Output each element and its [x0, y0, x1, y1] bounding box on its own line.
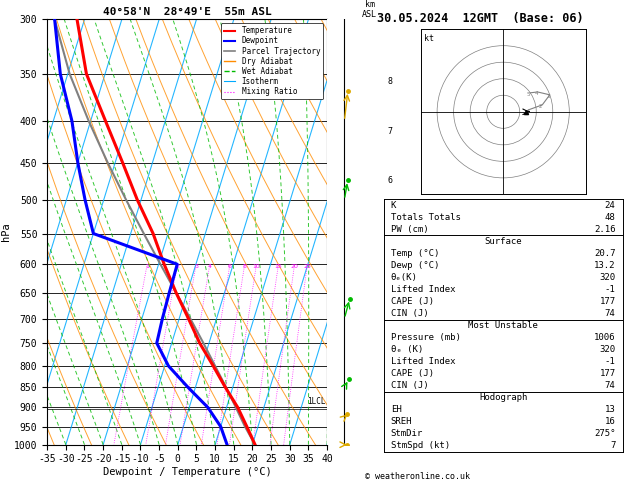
Text: 320: 320 [599, 345, 616, 354]
Text: SREH: SREH [391, 417, 413, 426]
Text: 7: 7 [610, 441, 616, 451]
Text: StmSpd (kt): StmSpd (kt) [391, 441, 450, 451]
Legend: Temperature, Dewpoint, Parcel Trajectory, Dry Adiabat, Wet Adiabat, Isotherm, Mi: Temperature, Dewpoint, Parcel Trajectory… [221, 23, 323, 99]
Text: 6: 6 [228, 264, 232, 269]
Text: 2: 2 [175, 264, 179, 269]
Text: 320: 320 [599, 273, 616, 282]
Text: 275°: 275° [594, 430, 616, 438]
Text: 5: 5 [527, 92, 530, 97]
Text: K: K [391, 201, 396, 210]
Text: 13: 13 [605, 405, 616, 415]
Text: θₑ(K): θₑ(K) [391, 273, 418, 282]
Text: 10: 10 [253, 264, 260, 269]
Text: CIN (J): CIN (J) [391, 382, 428, 390]
Text: 25: 25 [303, 264, 311, 269]
Text: Temp (°C): Temp (°C) [391, 249, 439, 258]
X-axis label: Dewpoint / Temperature (°C): Dewpoint / Temperature (°C) [103, 467, 272, 477]
Text: Pressure (mb): Pressure (mb) [391, 333, 460, 342]
Text: 177: 177 [599, 369, 616, 378]
Text: © weatheronline.co.uk: © weatheronline.co.uk [365, 472, 470, 481]
Text: -1: -1 [605, 285, 616, 294]
Text: 16: 16 [605, 417, 616, 426]
Text: 3: 3 [194, 264, 198, 269]
Text: 15: 15 [275, 264, 282, 269]
Title: 40°58'N  28°49'E  55m ASL: 40°58'N 28°49'E 55m ASL [103, 7, 272, 17]
Text: 74: 74 [605, 382, 616, 390]
Text: Totals Totals: Totals Totals [391, 213, 460, 222]
Text: Dewp (°C): Dewp (°C) [391, 261, 439, 270]
Text: CAPE (J): CAPE (J) [391, 369, 434, 378]
Text: -1: -1 [605, 357, 616, 366]
Text: 3: 3 [547, 94, 550, 99]
Text: CAPE (J): CAPE (J) [391, 297, 434, 306]
Text: 4: 4 [534, 91, 538, 96]
Text: 1: 1 [526, 109, 530, 114]
Text: 177: 177 [599, 297, 616, 306]
Text: 4: 4 [208, 264, 212, 269]
Text: 1: 1 [145, 264, 149, 269]
Text: 24: 24 [605, 201, 616, 210]
Text: Lifted Index: Lifted Index [391, 357, 455, 366]
Text: θₑ (K): θₑ (K) [391, 345, 423, 354]
Text: 48: 48 [605, 213, 616, 222]
Text: 20.7: 20.7 [594, 249, 616, 258]
Text: 2.16: 2.16 [594, 225, 616, 234]
Text: CIN (J): CIN (J) [391, 309, 428, 318]
Text: 13.2: 13.2 [594, 261, 616, 270]
Text: 2: 2 [539, 104, 542, 109]
Text: 20: 20 [291, 264, 299, 269]
Text: 1LCL: 1LCL [307, 397, 325, 406]
Text: 30.05.2024  12GMT  (Base: 06): 30.05.2024 12GMT (Base: 06) [377, 12, 584, 25]
Text: StmDir: StmDir [391, 430, 423, 438]
Text: kt: kt [424, 34, 434, 43]
Title: km
ASL: km ASL [362, 0, 377, 19]
Text: EH: EH [391, 405, 401, 415]
Text: 74: 74 [605, 309, 616, 318]
Text: 8: 8 [243, 264, 247, 269]
Text: PW (cm): PW (cm) [391, 225, 428, 234]
Text: 1006: 1006 [594, 333, 616, 342]
Text: Lifted Index: Lifted Index [391, 285, 455, 294]
Y-axis label: hPa: hPa [1, 223, 11, 242]
Text: Surface: Surface [484, 237, 522, 246]
Text: Most Unstable: Most Unstable [468, 321, 538, 330]
Text: Mixing Ratio (g/kg): Mixing Ratio (g/kg) [359, 185, 368, 279]
Text: Hodograph: Hodograph [479, 393, 527, 402]
